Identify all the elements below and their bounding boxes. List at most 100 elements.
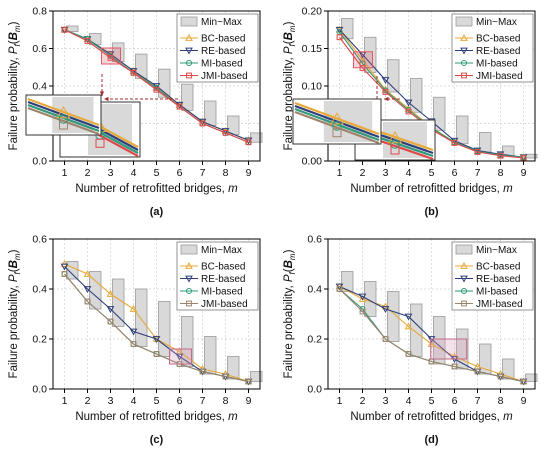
x-tick-label: 2 bbox=[360, 167, 366, 179]
x-tick-label: 4 bbox=[131, 395, 137, 407]
x-axis-label: Number of retrofitted bridges, m bbox=[75, 411, 238, 423]
x-tick-label: 8 bbox=[498, 167, 504, 179]
minmax-bar bbox=[204, 100, 217, 126]
legend-marker bbox=[460, 287, 468, 295]
axes-frame bbox=[52, 10, 261, 162]
zoom-inset-marker bbox=[390, 145, 400, 155]
x-axis-label-var: m bbox=[228, 183, 238, 195]
zoom-inset-marker bbox=[332, 128, 342, 138]
legend-marker bbox=[185, 287, 193, 295]
series-marker bbox=[404, 322, 413, 330]
minmax-bar bbox=[387, 291, 400, 342]
series-marker bbox=[404, 313, 413, 321]
y-axis-label-part: B bbox=[283, 32, 295, 40]
y-axis-label-part: ( bbox=[283, 268, 295, 272]
legend-label: RE-based bbox=[201, 274, 245, 285]
series-marker bbox=[153, 86, 160, 93]
x-axis-label-text: Number of retrofitted bridges, bbox=[350, 411, 503, 423]
y-axis-label-part: ( bbox=[8, 268, 20, 272]
x-tick-label: 1 bbox=[62, 167, 68, 179]
chart-panel: 0.000.050.100.150.20123456789Min~MaxBC-b… bbox=[283, 6, 538, 218]
highlight-box bbox=[101, 47, 121, 65]
y-axis-label: Failure probability, Pf(Bm) bbox=[283, 249, 297, 378]
legend-marker bbox=[460, 275, 468, 283]
series-line bbox=[64, 29, 249, 143]
y-axis-label: Failure probability, Pf(Bm) bbox=[8, 249, 22, 378]
y-tick-label: 0.6 bbox=[307, 234, 322, 246]
axes-frame bbox=[52, 238, 261, 390]
legend-label: BC-based bbox=[476, 34, 520, 45]
series-marker bbox=[245, 378, 252, 385]
legend-marker bbox=[185, 33, 193, 41]
series-marker bbox=[199, 368, 206, 375]
chart-panel: 0.0 0.2 0.4 0.6 1 2 3 4 5 6 7 8 9 Min~Max BC-basedRE-b… bbox=[8, 94, 263, 446]
x-tick-label: 2 bbox=[85, 395, 91, 407]
zoom-inset-marker bbox=[58, 114, 69, 124]
y-tick-label: 0.6 bbox=[32, 234, 47, 246]
x-tick-label: 3 bbox=[108, 167, 114, 179]
series-marker bbox=[358, 294, 367, 302]
legend-label: MI-based bbox=[201, 59, 243, 70]
legend-marker bbox=[461, 72, 467, 79]
series-marker bbox=[358, 55, 367, 63]
series-marker bbox=[405, 351, 412, 357]
x-tick-label: 7 bbox=[200, 395, 206, 407]
x-tick-label: 2 bbox=[85, 167, 91, 179]
series-marker bbox=[382, 89, 389, 95]
y-axis-label-part: ) bbox=[8, 249, 20, 253]
zoom-inset-marker bbox=[56, 105, 71, 119]
minmax-bar bbox=[410, 303, 423, 357]
zoom-arrow-head bbox=[384, 96, 389, 102]
legend-marker bbox=[185, 59, 193, 67]
x-tick-label: 5 bbox=[429, 395, 435, 407]
panel-label: (d) bbox=[424, 434, 438, 446]
series-marker bbox=[199, 120, 206, 127]
x-tick-label: 3 bbox=[108, 395, 114, 407]
series-marker bbox=[451, 363, 458, 370]
legend-marker bbox=[185, 261, 193, 269]
y-tick-label: 0.2 bbox=[307, 334, 322, 346]
zoom-inset-line bbox=[27, 97, 100, 127]
series-marker bbox=[245, 139, 252, 146]
series-marker bbox=[129, 328, 138, 336]
x-tick-label: 7 bbox=[475, 167, 481, 179]
legend-minmax-swatch bbox=[455, 244, 473, 255]
legend-marker bbox=[460, 47, 468, 55]
panel-label: (c) bbox=[150, 434, 164, 446]
series-marker bbox=[106, 306, 115, 314]
minmax-bar bbox=[227, 356, 240, 380]
y-tick-label: 0.0 bbox=[32, 156, 47, 168]
series-marker bbox=[336, 286, 343, 292]
legend-label: MI-based bbox=[476, 287, 518, 298]
series-marker bbox=[107, 318, 114, 325]
highlight-box bbox=[353, 51, 373, 69]
legend-label: JMI-based bbox=[201, 299, 248, 310]
legend-minmax-label: Min~Max bbox=[476, 245, 517, 256]
x-tick-label: 1 bbox=[337, 395, 343, 407]
series-marker bbox=[83, 286, 92, 294]
x-tick-label: 9 bbox=[521, 395, 527, 407]
series-marker bbox=[152, 336, 161, 344]
legend-minmax-label: Min~Max bbox=[476, 17, 517, 28]
y-axis-label-part: ) bbox=[283, 21, 295, 25]
y-tick-label: 0.4 bbox=[307, 284, 322, 296]
legend-label: BC-based bbox=[201, 34, 245, 45]
x-tick-label: 6 bbox=[452, 167, 458, 179]
series-marker bbox=[130, 69, 137, 76]
zoom-inset-marker bbox=[388, 130, 402, 144]
y-axis-label-part: ( bbox=[8, 40, 20, 44]
minmax-bar bbox=[502, 358, 515, 380]
series-marker bbox=[61, 26, 68, 33]
x-axis-label-var: m bbox=[503, 411, 513, 423]
x-axis-label-text: Number of retrofitted bridges, bbox=[350, 183, 503, 195]
x-tick-label: 3 bbox=[383, 395, 389, 407]
minmax-bar bbox=[433, 96, 446, 131]
series-marker bbox=[84, 38, 91, 44]
zoom-inset-marker bbox=[330, 112, 344, 125]
chart-panel: 0.0 0.2 0.4 0.6 1 2 3 4 5 6 7 8 9 Min~Max BC-basedRE-b… bbox=[283, 96, 538, 446]
series-marker bbox=[175, 353, 184, 361]
x-tick-label: 8 bbox=[498, 395, 504, 407]
series-marker bbox=[427, 339, 436, 347]
y-axis-label: Failure probability, Pf(Bm) bbox=[283, 21, 297, 150]
series-marker bbox=[61, 271, 68, 277]
